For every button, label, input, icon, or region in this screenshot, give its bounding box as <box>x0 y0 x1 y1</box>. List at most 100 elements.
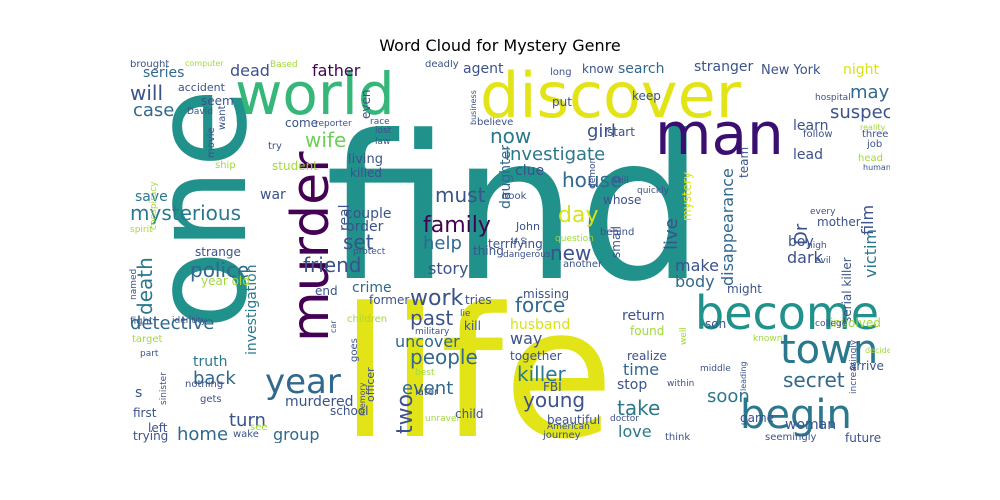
word-fight: fight <box>130 316 153 327</box>
word-part: part <box>140 349 159 359</box>
word-real: real <box>337 204 353 231</box>
word-leading: leading <box>739 361 748 391</box>
word-new: new <box>550 241 592 265</box>
word-seem: seem <box>201 94 234 108</box>
word-murdered: murdered <box>285 394 354 410</box>
word-doctor: doctor <box>610 414 639 424</box>
word-protect: protect <box>353 247 386 257</box>
word-middle: middle <box>700 364 731 374</box>
word-cloud: find life one discover world man murder become t… <box>125 60 890 443</box>
word-couple: couple <box>345 206 392 222</box>
word-mysterious: mysterious <box>130 201 241 225</box>
word-must: must <box>435 183 486 207</box>
word-live: live <box>661 217 682 250</box>
word-seemingly: seemingly <box>765 432 817 443</box>
word-make: make <box>675 256 719 275</box>
word-become: become <box>695 286 880 340</box>
word-past: past <box>410 306 454 330</box>
word-tries: tries <box>465 293 492 307</box>
word-known: known <box>753 334 783 344</box>
word-gets: gets <box>200 394 222 405</box>
word-college: college <box>815 319 848 329</box>
word-detective: detective <box>130 313 215 334</box>
word-law: law <box>375 137 391 147</box>
word-another: another <box>563 259 603 270</box>
word-missing: missing <box>523 287 570 301</box>
word-help: help <box>423 233 462 254</box>
chart-title: Word Cloud for Mystery Genre <box>379 36 621 55</box>
word-investigate: investigate <box>505 144 606 165</box>
word-begin: begin <box>740 392 852 438</box>
word-nothing: nothing <box>185 379 224 390</box>
word-later: later <box>415 387 439 398</box>
word-event: event <box>402 378 454 399</box>
word-high: high <box>807 241 827 251</box>
word-keep: keep <box>632 89 661 103</box>
word-living: living <box>348 152 384 167</box>
word-decide: decide <box>865 346 890 355</box>
word-ship: ship <box>215 160 236 171</box>
word-mystery: mystery <box>680 172 694 222</box>
word-based: Based <box>270 60 298 70</box>
word-found: found <box>630 324 665 338</box>
word-school: school <box>330 404 369 418</box>
word-within: within <box>667 379 695 389</box>
word-lost: lost <box>375 126 392 136</box>
word-victim: victim <box>861 228 880 278</box>
word-children: children <box>347 314 388 325</box>
word-find: find <box>325 93 705 326</box>
word-david: David <box>187 107 213 117</box>
word-trying: trying <box>133 429 169 443</box>
word-soon: soon <box>707 386 750 407</box>
word-family: family <box>423 213 491 238</box>
word-u-s: U S <box>511 237 527 247</box>
word-body: body <box>675 272 715 291</box>
word-s: s <box>135 385 143 401</box>
word-question: question <box>555 234 594 244</box>
word-future: future <box>845 431 882 443</box>
word-game: game <box>740 411 775 425</box>
word-killer: killer <box>517 362 566 386</box>
word-former: former <box>369 293 410 307</box>
word-secret: secret <box>783 368 845 392</box>
word-father: father <box>312 61 361 80</box>
word-named: named <box>129 268 139 300</box>
word-might: might <box>727 282 762 296</box>
word-book: book <box>502 191 527 202</box>
word-spirit: spirit <box>130 225 153 235</box>
word-follow: follow <box>803 129 833 140</box>
word-military: military <box>415 327 450 337</box>
word-even: even <box>359 89 373 120</box>
word-stop: stop <box>617 377 648 393</box>
word-american: American <box>547 422 590 432</box>
word-student: student <box>272 159 318 173</box>
word-whose: whose <box>603 193 642 207</box>
word-house: house <box>562 168 623 192</box>
word-human: human <box>863 163 890 172</box>
word-back: back <box>193 368 236 389</box>
word-lead: lead <box>793 147 823 163</box>
word-still: still <box>613 176 629 186</box>
word-end: end <box>315 284 338 298</box>
word-long: long <box>550 67 572 78</box>
word-evil: evil <box>815 256 831 266</box>
word-set: set <box>343 230 374 254</box>
word-start: start <box>607 125 635 139</box>
word-accident: accident <box>178 81 225 94</box>
word-computer: computer <box>185 60 224 68</box>
word-increasingly: increasingly <box>849 340 859 395</box>
word-new-york: New York <box>761 63 821 78</box>
word-year-old: year old <box>201 274 250 288</box>
word-thing: thing <box>473 244 504 258</box>
word-hospital: hospital <box>815 93 851 103</box>
word-killed: killed <box>350 166 382 180</box>
word-movie: movie <box>206 126 217 158</box>
word-wake: wake <box>233 429 259 440</box>
word-job: job <box>867 139 883 150</box>
word-child: child <box>455 407 484 421</box>
word-life: life <box>340 270 615 444</box>
word-return: return <box>622 308 665 324</box>
word-disappearance: disappearance <box>718 168 737 287</box>
word-truth: truth <box>193 354 228 370</box>
word-arrive: arrive <box>849 359 884 373</box>
